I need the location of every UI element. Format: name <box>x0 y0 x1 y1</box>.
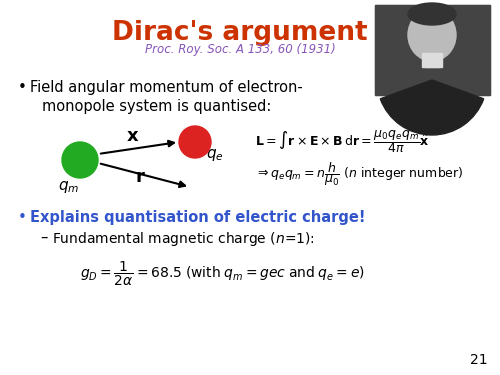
Text: Proc. Roy. Soc. A 133, 60 (1931): Proc. Roy. Soc. A 133, 60 (1931) <box>144 43 336 56</box>
Text: $\Rightarrow q_e q_m = n\dfrac{h}{\mu_0}$ ($n$ integer number): $\Rightarrow q_e q_m = n\dfrac{h}{\mu_0}… <box>255 160 464 188</box>
Text: $\mathbf{x}$: $\mathbf{x}$ <box>126 127 140 145</box>
Text: –: – <box>40 230 48 245</box>
Text: •: • <box>18 80 27 95</box>
Text: $\mathbf{L} = \int \mathbf{r} \times \mathbf{E} \times \mathbf{B}\,\mathrm{d}\ma: $\mathbf{L} = \int \mathbf{r} \times \ma… <box>255 128 430 155</box>
Text: $g_D = \dfrac{1}{2\alpha} = 68.5\;(\mathrm{with}\; q_m = gec\; \mathrm{and}\; q_: $g_D = \dfrac{1}{2\alpha} = 68.5\;(\math… <box>80 260 365 288</box>
Text: Explains quantisation of electric charge!: Explains quantisation of electric charge… <box>30 210 366 225</box>
Bar <box>375 5 490 95</box>
Wedge shape <box>380 80 484 135</box>
Bar <box>375 5 490 95</box>
Text: •: • <box>18 210 27 225</box>
Text: Fundamental magnetic charge ($n$=1):: Fundamental magnetic charge ($n$=1): <box>52 230 315 248</box>
Text: Dirac's argument: Dirac's argument <box>112 20 368 46</box>
Text: Field angular momentum of electron-: Field angular momentum of electron- <box>30 80 303 95</box>
Circle shape <box>179 126 211 158</box>
Bar <box>422 53 442 67</box>
Ellipse shape <box>408 3 456 25</box>
Text: 21: 21 <box>470 353 488 367</box>
Text: $q_m$: $q_m$ <box>58 179 80 195</box>
Text: $\mathbf{r}$: $\mathbf{r}$ <box>134 168 145 186</box>
Text: $q_e$: $q_e$ <box>206 147 224 163</box>
Circle shape <box>62 142 98 178</box>
Ellipse shape <box>408 9 456 61</box>
Text: monopole system is quantised:: monopole system is quantised: <box>42 99 272 114</box>
Bar <box>425 49 439 67</box>
